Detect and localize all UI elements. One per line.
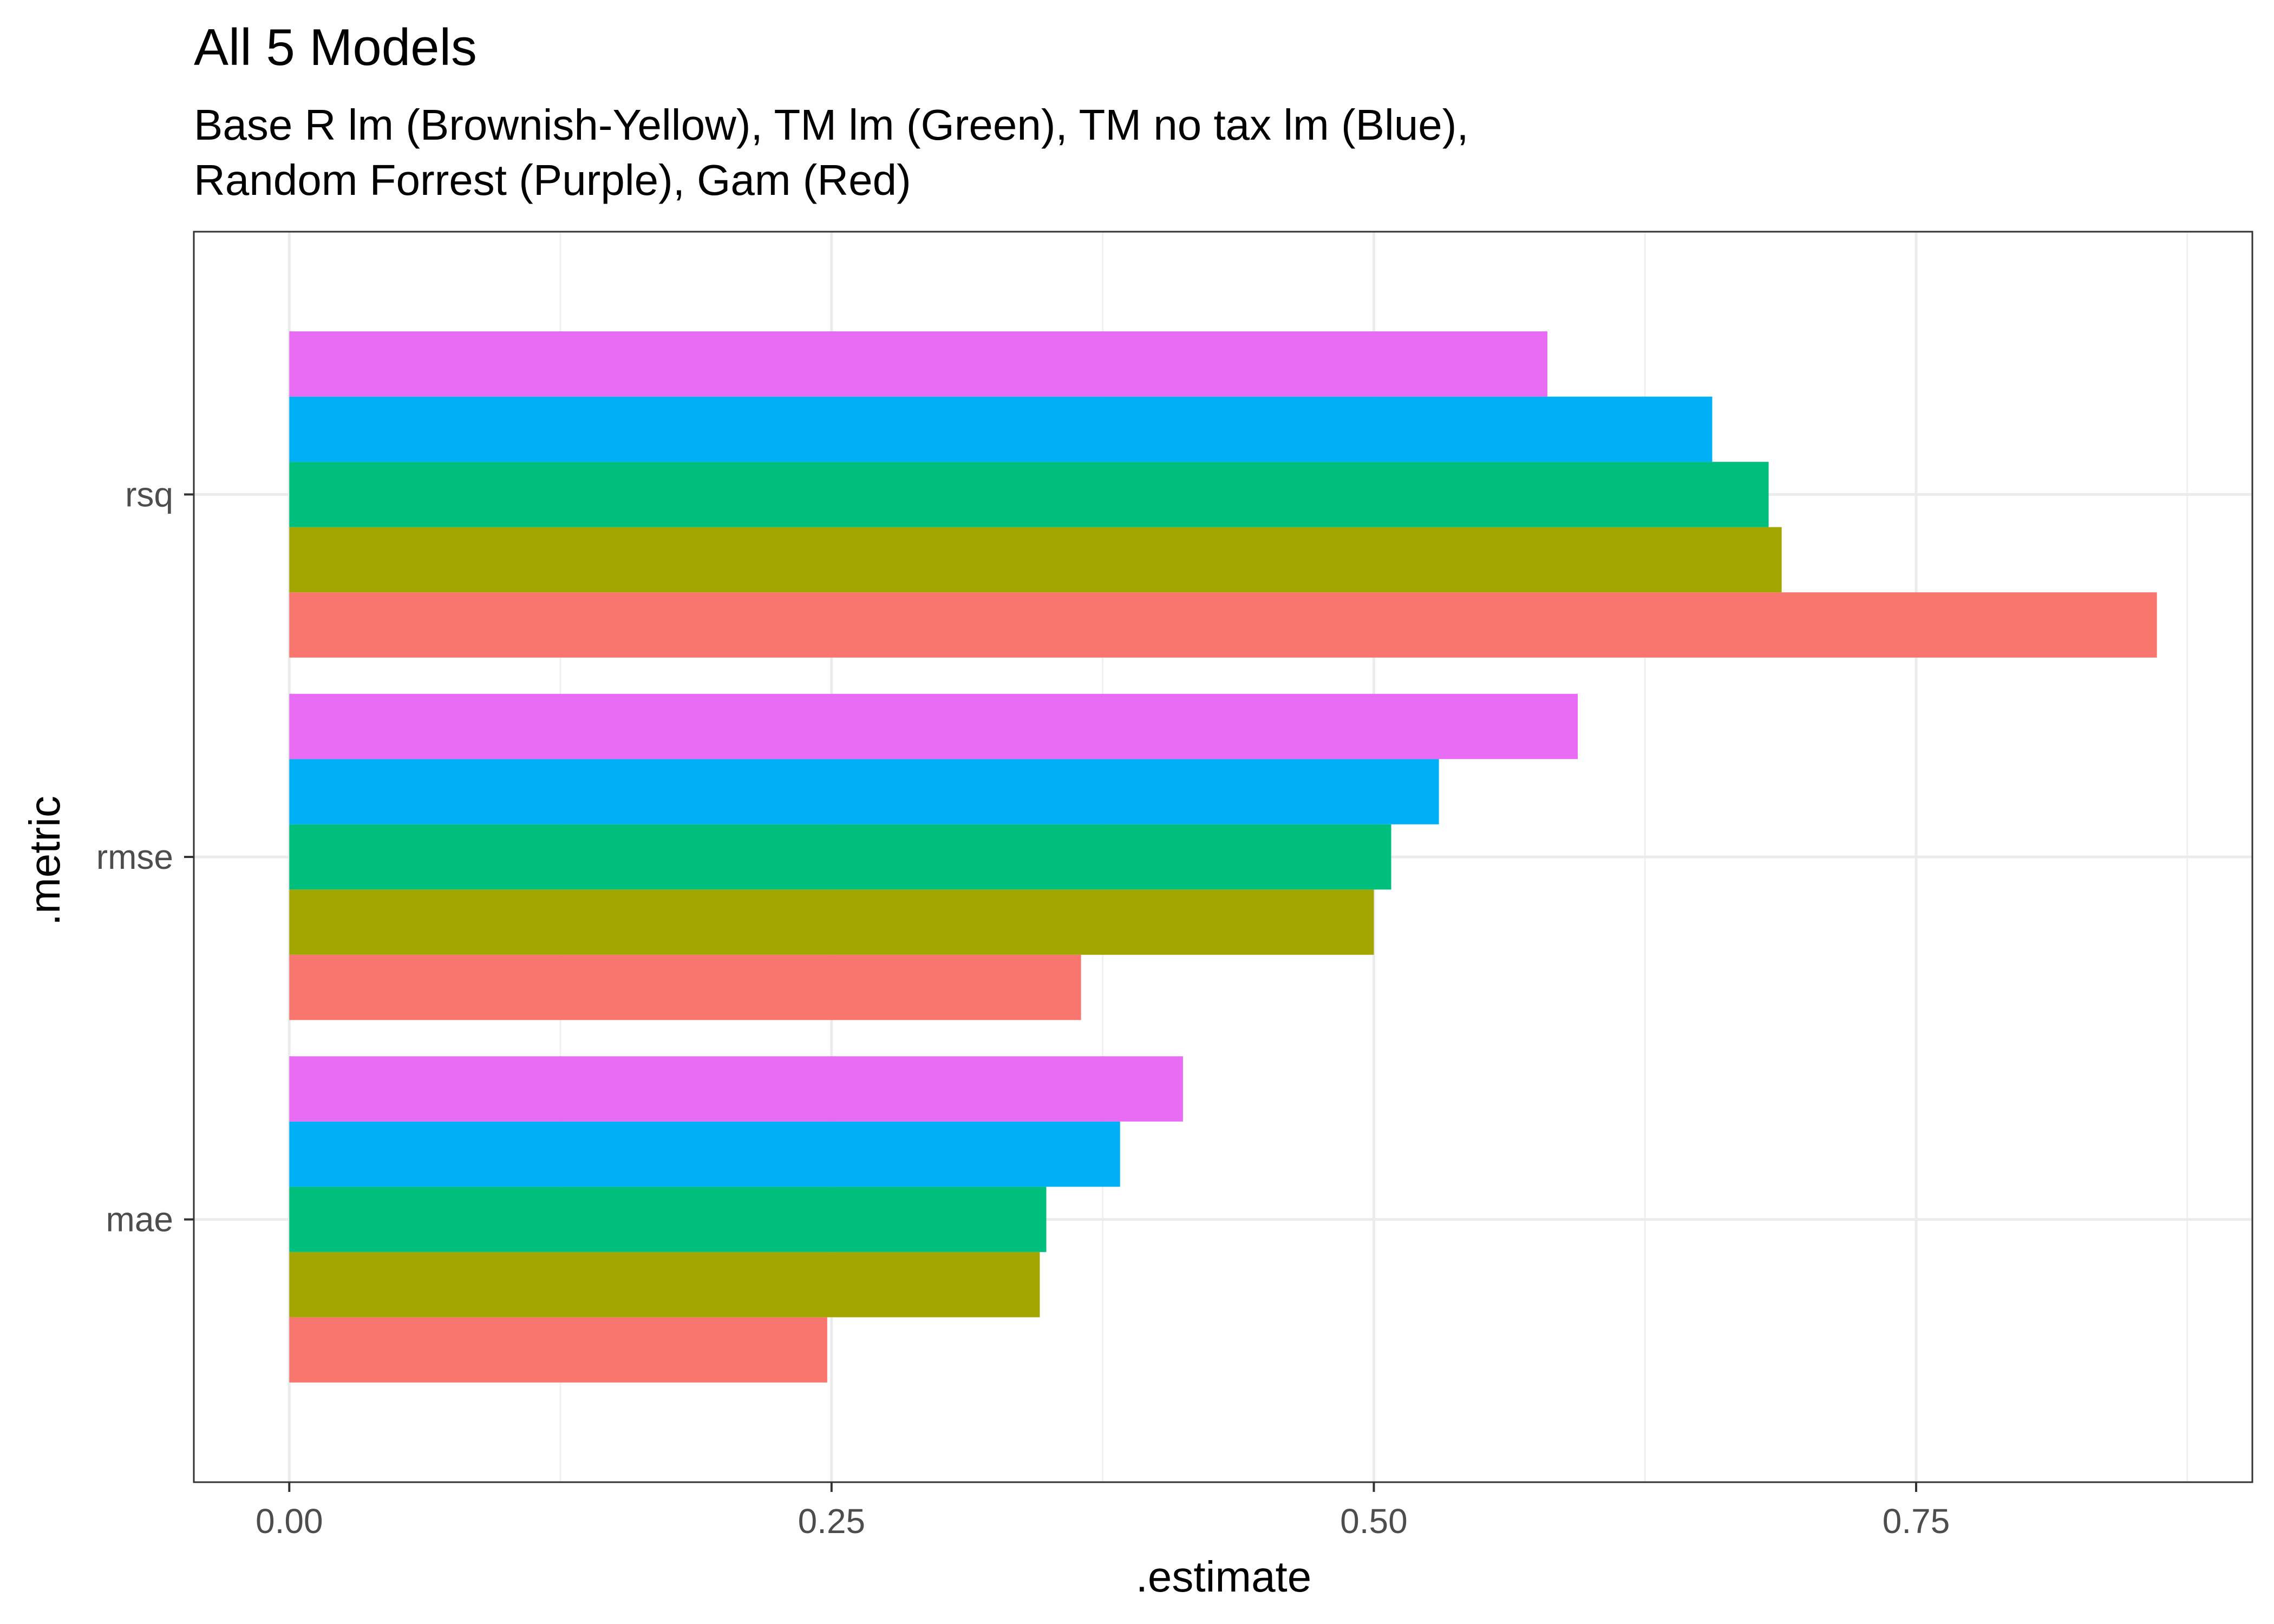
chart-title: All 5 Models — [194, 18, 477, 76]
chart-subtitle-line-1: Base R lm (Brownish-Yellow), TM lm (Gree… — [194, 101, 1469, 149]
bar-rmse-4 — [289, 759, 1439, 824]
y-tick-label-rsq: rsq — [125, 475, 173, 514]
bar-mae-4 — [289, 1121, 1120, 1187]
bar-rmse-1 — [289, 954, 1081, 1020]
bar-rsq-2 — [289, 527, 1782, 593]
axes: 0.00 0.25 0.50 0.75 rsq rmse mae — [96, 475, 1950, 1541]
bar-rmse-2 — [289, 889, 1374, 955]
bar-mae-2 — [289, 1252, 1040, 1318]
x-tick-label: 0.50 — [1340, 1502, 1408, 1541]
bar-rmse-5 — [289, 693, 1578, 759]
y-tick-label-mae: mae — [106, 1200, 174, 1239]
y-tick-label-rmse: rmse — [96, 837, 173, 876]
bar-mae-5 — [289, 1056, 1183, 1122]
chart-subtitle-line-2: Random Forrest (Purple), Gam (Red) — [194, 156, 911, 204]
bar-rsq-3 — [289, 462, 1769, 527]
x-axis-title: .estimate — [1136, 1553, 1312, 1601]
x-tick-label: 0.75 — [1883, 1502, 1950, 1541]
bars — [289, 331, 2157, 1383]
bar-mae-1 — [289, 1317, 827, 1383]
bar-rsq-5 — [289, 331, 1547, 397]
y-axis-title: .metric — [21, 796, 69, 926]
x-tick-label: 0.00 — [256, 1502, 323, 1541]
bar-mae-3 — [289, 1187, 1047, 1252]
bar-rsq-1 — [289, 592, 2157, 658]
bar-rmse-3 — [289, 824, 1391, 890]
bar-rsq-4 — [289, 396, 1713, 462]
x-tick-label: 0.25 — [798, 1502, 866, 1541]
